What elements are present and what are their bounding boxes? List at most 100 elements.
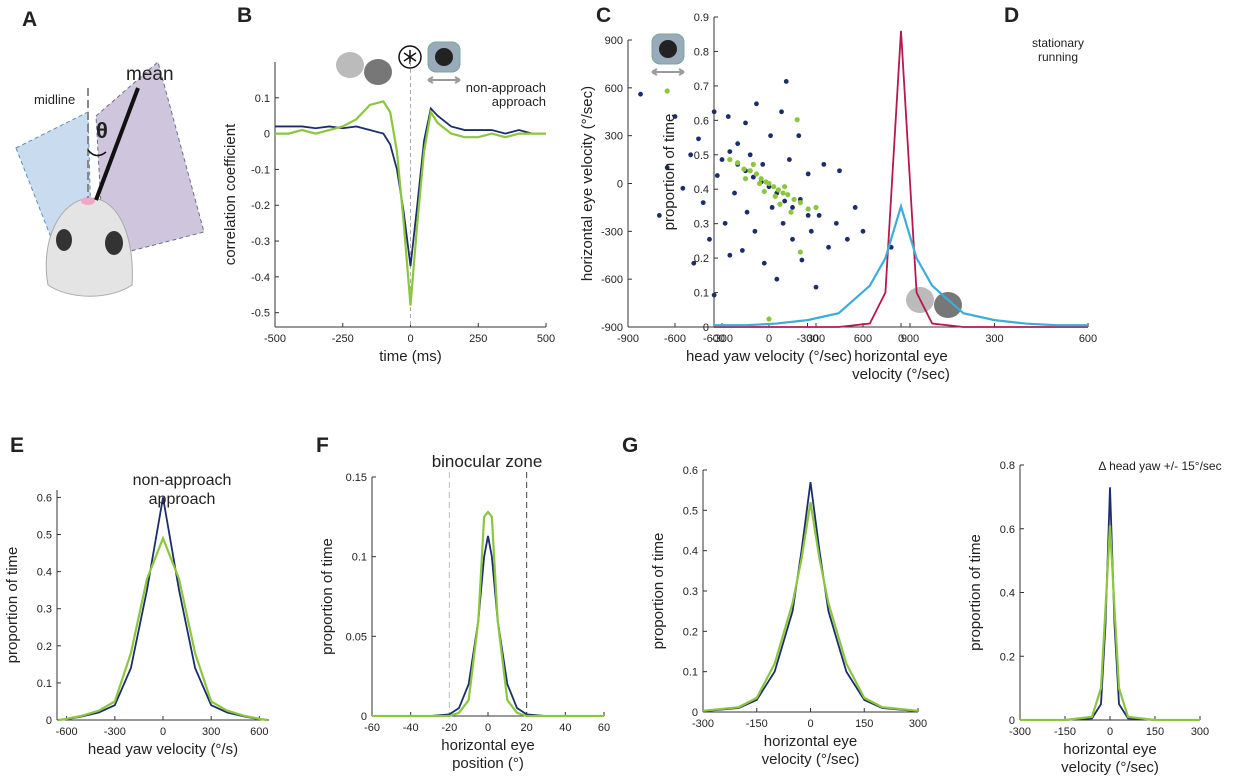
arrow-icon: [427, 76, 461, 84]
x-axis-label: horizontal eye: [854, 348, 947, 365]
scatter-point: [852, 205, 858, 210]
scatter-point: [826, 244, 831, 250]
x-tick-label: -150: [1054, 726, 1076, 738]
head-icon: [934, 292, 962, 318]
scatter-point: [638, 91, 643, 97]
scatter-point: [790, 205, 795, 210]
x-tick-label: 150: [1146, 726, 1164, 738]
scatter-point: [750, 161, 756, 167]
series-line: [275, 100, 546, 306]
y-tick-label: 0.1: [352, 552, 367, 564]
scatter-point: [739, 248, 745, 253]
y-tick-label: 0.3: [683, 586, 698, 598]
y-tick-label: 0.4: [37, 567, 52, 579]
panel-letter: A: [22, 8, 37, 31]
y-tick-label: -0.3: [251, 236, 270, 248]
scatter-point: [741, 166, 747, 172]
eye: [56, 229, 72, 251]
x-tick-label: -150: [746, 718, 768, 730]
y-tick-label: 0: [361, 711, 367, 723]
scatter-point: [797, 249, 803, 255]
scatter-point: [754, 101, 759, 107]
y-tick-label: -0.4: [251, 272, 270, 284]
x-tick-label: -600: [56, 726, 78, 738]
series-line: [714, 30, 1088, 328]
x-axis-label: horizontal eye: [764, 733, 857, 750]
x-tick-label: 40: [559, 722, 571, 734]
legend-entry: approach: [492, 94, 546, 109]
y-tick-label: 0.4: [683, 546, 698, 558]
x-tick-label: 0: [160, 726, 166, 738]
y-tick-label: -0.5: [251, 308, 270, 320]
scatter-point: [791, 196, 797, 203]
scatter-point: [813, 204, 819, 211]
x-tick-label: 60: [598, 722, 610, 734]
x-tick-label: -600: [664, 333, 686, 345]
y-tick-label: -900: [601, 322, 623, 334]
y-tick-label: 0: [703, 322, 709, 334]
x-tick-label: -300: [796, 333, 818, 345]
scatter-point: [833, 220, 839, 226]
diagram-label: θ: [96, 118, 108, 143]
panel-letter: C: [596, 4, 611, 27]
y-axis-label: proportion of time: [661, 114, 678, 231]
x-axis-label: head yaw velocity (°/sec): [686, 348, 852, 365]
scatter-point: [707, 236, 712, 242]
y-tick-label: 0: [264, 129, 270, 141]
x-tick-label: 250: [469, 333, 487, 345]
series-line: [58, 535, 268, 722]
y-tick-label: 0.1: [683, 667, 698, 679]
scatter-point: [780, 190, 786, 196]
scatter-point: [860, 228, 866, 234]
icons: [336, 33, 962, 318]
series-line: [58, 497, 268, 721]
x-axis-label: horizontal eye: [1063, 741, 1156, 758]
y-tick-label: 0.1: [37, 678, 52, 690]
head-diagram: midline mean θ A: [15, 8, 205, 297]
annotation: binocular zone: [432, 452, 543, 471]
scatter-point: [790, 236, 795, 242]
scatter-point: [758, 176, 764, 182]
chart-panel: -300 -150 0 150 300 0 0.1 0.2 0.3 0.4 0.5 0.6 horizo…: [622, 434, 927, 768]
scatter-point: [780, 220, 786, 226]
scatter-point: [735, 141, 741, 147]
scatter-point: [816, 212, 822, 218]
series-line: [372, 510, 604, 718]
x-axis-label: velocity (°/sec): [762, 751, 860, 768]
y-axis-label: proportion of time: [319, 538, 336, 655]
head-marker: [81, 197, 95, 205]
scatter-point: [766, 180, 772, 187]
scatter-point: [743, 120, 748, 126]
annotation: Δ head yaw +/- 15°/sec: [1098, 459, 1221, 473]
y-tick-label: 0.2: [37, 641, 52, 653]
y-tick-label: 0.1: [255, 93, 270, 105]
series-line: [714, 202, 1088, 327]
y-tick-label: 0.2: [1000, 651, 1015, 663]
scatter-point: [766, 316, 772, 322]
x-tick-label: 0: [485, 722, 491, 734]
scatter-point: [727, 156, 733, 163]
x-tick-label: 300: [1191, 726, 1209, 738]
x-tick-label: -40: [403, 722, 419, 734]
scatter-point: [742, 176, 749, 182]
series-line: [702, 502, 919, 712]
y-tick-label: 0.4: [694, 184, 709, 196]
scatter-point: [760, 161, 766, 167]
diagram-label: mean: [126, 64, 174, 85]
scatter-point: [785, 192, 791, 198]
eye-icon: [435, 48, 453, 66]
y-tick-label: 0.8: [694, 46, 709, 58]
x-axis-label: velocity (°/sec): [1061, 759, 1159, 776]
y-tick-label: 0.5: [683, 505, 698, 517]
y-tick-label: 0.2: [694, 253, 709, 265]
series-line: [275, 106, 546, 267]
x-tick-label: 500: [537, 333, 555, 345]
x-tick-label: 600: [250, 726, 268, 738]
scatter-point: [805, 212, 811, 218]
x-tick-label: -300: [1009, 726, 1031, 738]
panel-letter: G: [622, 434, 638, 457]
x-tick-label: 600: [854, 333, 872, 345]
x-axis-label: head yaw velocity (°/s): [88, 741, 238, 758]
